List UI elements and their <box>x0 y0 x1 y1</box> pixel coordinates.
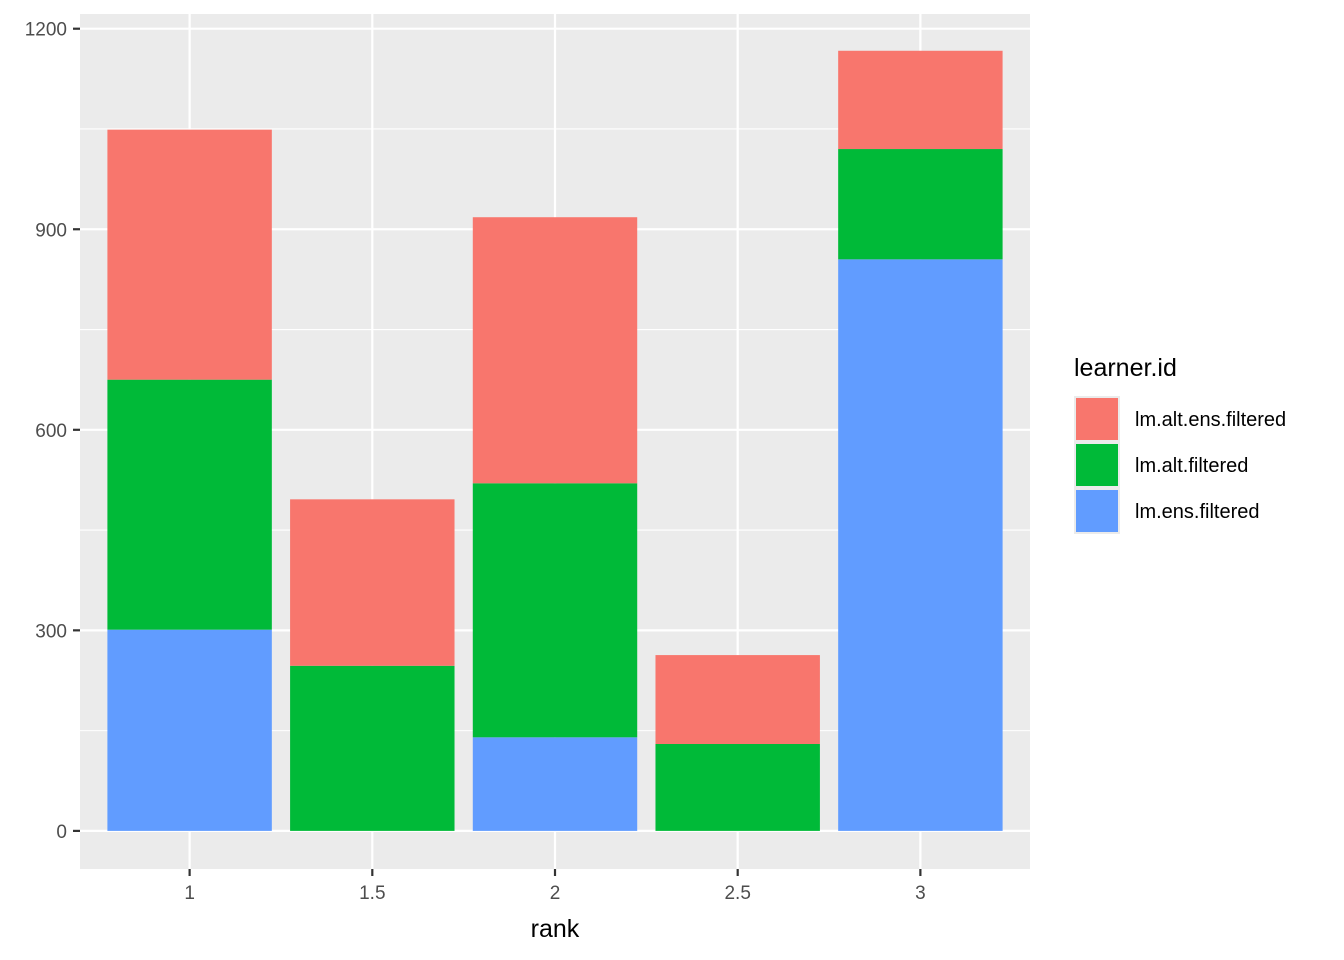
y-tick-label: 300 <box>35 621 67 642</box>
x-tick-label: 2 <box>550 883 561 904</box>
bar-lm-ens-filtered-3 <box>838 259 1003 831</box>
bar-lm-alt-filtered-1-5 <box>290 665 455 831</box>
y-tick-label: 900 <box>35 220 67 241</box>
y-tick-label: 1200 <box>25 20 67 41</box>
x-tick-label: 1.5 <box>359 883 385 904</box>
bar-lm-alt-ens-filtered-2 <box>472 217 638 484</box>
legend-label-lm-alt-ens-filtered: lm.alt.ens.filtered <box>1135 409 1286 431</box>
bar-lm-ens-filtered-1 <box>107 629 272 831</box>
legend-label-lm-ens-filtered: lm.ens.filtered <box>1135 501 1260 523</box>
y-tick-label: 0 <box>56 822 67 843</box>
bar-lm-alt-ens-filtered-1 <box>107 129 272 380</box>
bar-lm-ens-filtered-2 <box>472 737 638 831</box>
x-tick-label: 2.5 <box>724 883 750 904</box>
bar-lm-alt-ens-filtered-3 <box>838 50 1003 150</box>
y-axis: 0 300 600 900 1200 <box>25 20 80 843</box>
bar-lm-alt-filtered-2-5 <box>655 743 820 831</box>
bar-lm-alt-ens-filtered-2-5 <box>655 655 820 744</box>
bar-lm-alt-filtered-2 <box>472 483 638 738</box>
x-tick-label: 1 <box>184 883 195 904</box>
bar-lm-alt-ens-filtered-1-5 <box>290 499 455 666</box>
legend-keys: lm.alt.ens.filtered lm.alt.filtered lm.ens… <box>1074 396 1286 534</box>
legend-swatch-lm-ens-filtered <box>1076 490 1118 532</box>
legend-label-lm-alt-filtered: lm.alt.filtered <box>1135 455 1248 477</box>
legend: learner.id lm.alt.ens.filtered lm.alt.fil… <box>1074 354 1286 534</box>
legend-title: learner.id <box>1074 354 1177 382</box>
x-axis-title: rank <box>531 915 580 943</box>
bars <box>107 50 1003 831</box>
y-tick-label: 600 <box>35 421 67 442</box>
bar-lm-alt-filtered-3 <box>838 149 1003 260</box>
bar-lm-alt-filtered-1 <box>107 379 272 630</box>
legend-swatch-lm-alt-ens-filtered <box>1076 398 1118 440</box>
x-axis: 1 1.5 2 2.5 3 <box>184 869 926 904</box>
x-tick-label: 3 <box>915 883 926 904</box>
legend-swatch-lm-alt-filtered <box>1076 444 1118 486</box>
